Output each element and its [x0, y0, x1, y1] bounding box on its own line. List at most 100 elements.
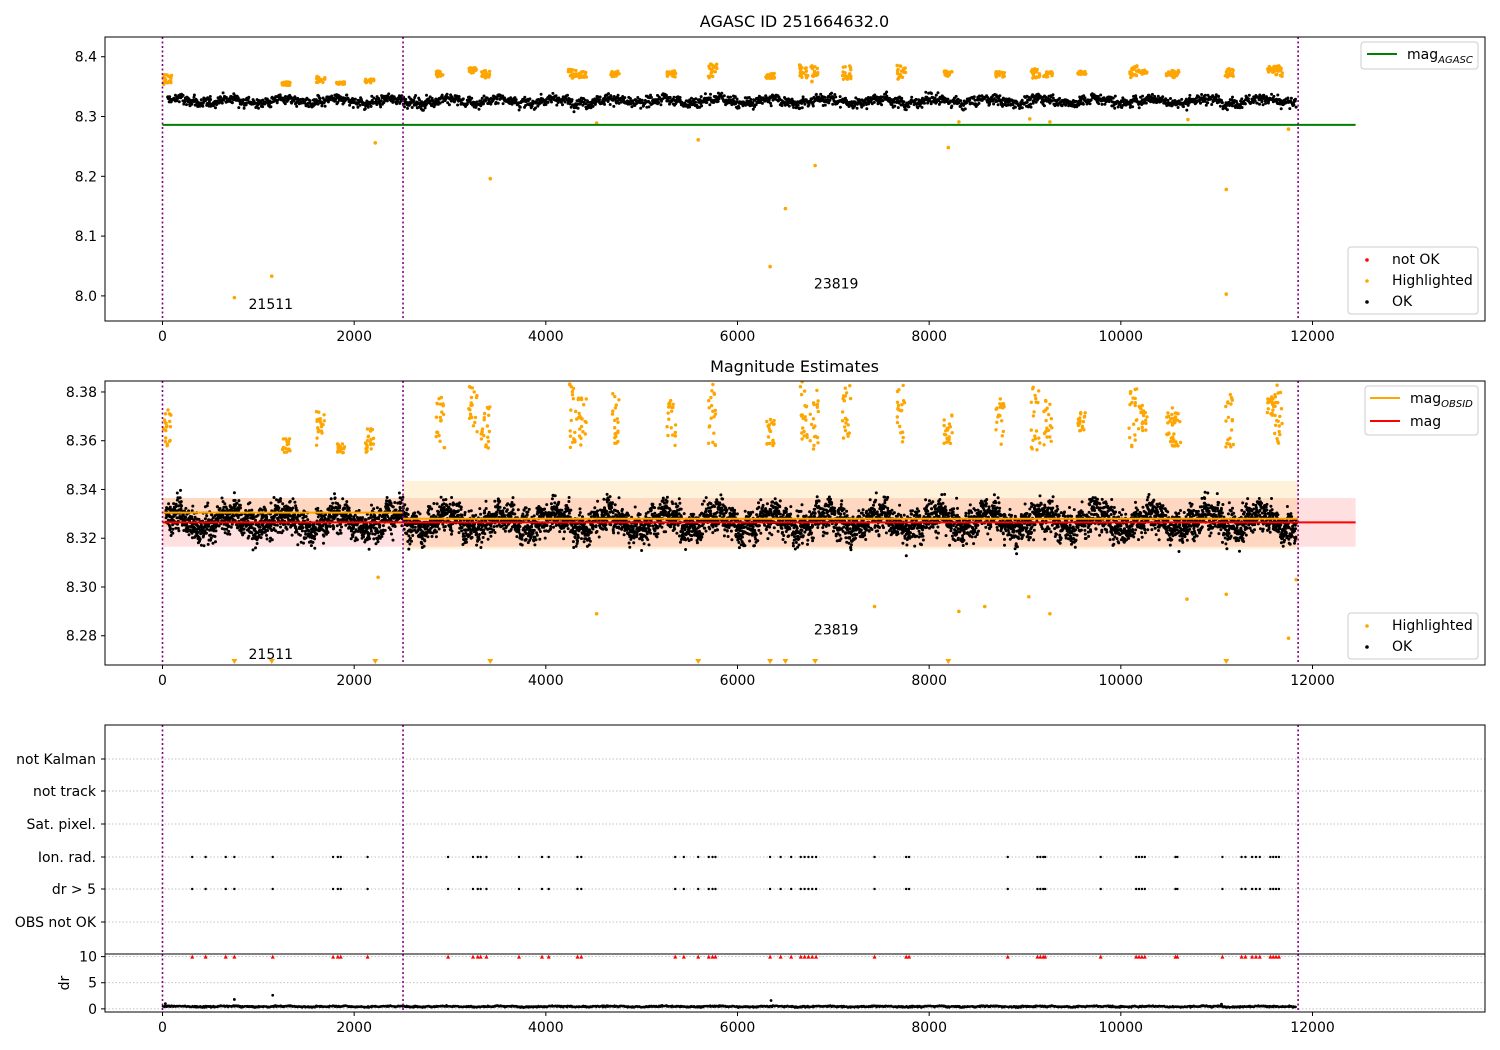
ok-point — [995, 99, 999, 103]
ok-point — [427, 512, 431, 516]
ok-point — [247, 534, 251, 538]
highlighted-point — [1174, 70, 1179, 75]
ok-point — [421, 108, 425, 112]
highlighted-point — [1002, 71, 1006, 75]
ok-point — [811, 104, 815, 108]
highlighted-point — [1279, 73, 1284, 78]
ok-point — [751, 101, 755, 105]
ok-point — [439, 495, 443, 499]
ok-point — [329, 497, 333, 501]
ok-point — [798, 106, 802, 110]
ok-point — [910, 95, 914, 99]
ok-point — [167, 502, 171, 506]
ok-point — [709, 92, 712, 96]
highlighted-point — [815, 66, 819, 71]
ok-point — [690, 96, 693, 100]
y-tick-label: 8.1 — [75, 229, 97, 245]
highlighted-point — [798, 74, 802, 78]
ok-point — [206, 501, 210, 505]
highlighted-point — [848, 64, 852, 68]
highlighted-point — [801, 71, 806, 75]
x-tick-label: 6000 — [720, 329, 756, 345]
ok-point — [229, 525, 233, 529]
ok-point — [406, 513, 410, 516]
ok-point — [787, 104, 791, 108]
ok-point — [1238, 106, 1242, 110]
ok-point — [201, 104, 205, 108]
ok-point — [332, 525, 336, 529]
highlighted-point — [165, 81, 169, 85]
ok-point — [237, 106, 241, 110]
ok-point — [1262, 93, 1266, 97]
ok-point — [694, 100, 697, 104]
ok-point — [1042, 104, 1046, 108]
ok-point — [460, 526, 464, 530]
ok-point — [199, 543, 203, 547]
ok-point — [389, 501, 393, 505]
ok-point — [357, 509, 361, 512]
ok-point — [374, 97, 378, 101]
ok-point — [1018, 106, 1022, 110]
highlighted-point — [280, 81, 284, 85]
ok-point — [608, 103, 612, 106]
ok-point — [1058, 96, 1062, 100]
ok-point — [213, 535, 217, 538]
ok-point — [244, 101, 248, 105]
highlighted-point — [163, 77, 168, 82]
highlighted-point — [715, 66, 719, 71]
ok-point — [358, 103, 362, 107]
y-tick-label: 8.3 — [75, 110, 97, 126]
highlighted-point — [898, 64, 902, 68]
ok-point — [396, 99, 400, 103]
ok-point — [419, 525, 423, 529]
ok-point — [356, 105, 360, 109]
highlighted-point — [769, 72, 773, 76]
x-tick-label: 2000 — [336, 329, 372, 345]
ok-point — [185, 103, 188, 107]
ok-point — [316, 515, 320, 519]
ok-point — [223, 531, 227, 535]
highlighted-point — [849, 68, 853, 72]
ok-point — [308, 524, 312, 528]
ok-point — [192, 518, 196, 522]
ok-point — [986, 100, 990, 104]
ok-point — [266, 529, 270, 532]
ok-point — [211, 516, 215, 520]
ok-point — [239, 506, 242, 510]
highlighted-point — [1130, 74, 1134, 78]
highlighted-point — [944, 69, 949, 74]
highlighted-point — [902, 66, 906, 71]
ok-point — [457, 531, 461, 535]
ok-point — [355, 538, 359, 542]
highlighted-point — [899, 74, 903, 79]
ok-point — [370, 94, 374, 98]
ok-point — [252, 516, 256, 520]
ok-point — [313, 534, 316, 538]
ok-point — [278, 499, 282, 503]
highlighted-point — [783, 206, 788, 211]
ok-point — [1261, 103, 1265, 107]
highlighted-point — [369, 81, 373, 85]
ok-point — [647, 105, 651, 109]
ok-point — [854, 96, 858, 100]
ok-point — [1074, 99, 1078, 103]
ok-point — [1060, 104, 1064, 108]
ok-point — [1180, 97, 1184, 101]
ok-point — [220, 496, 224, 500]
ok-point — [269, 501, 273, 505]
ok-point — [914, 97, 918, 101]
highlighted-point — [843, 65, 847, 69]
highlighted-point — [580, 75, 584, 79]
highlighted-point — [1286, 127, 1291, 131]
ok-point — [349, 514, 353, 518]
ok-point — [205, 527, 209, 531]
ok-point — [1240, 97, 1244, 101]
ok-point — [1206, 101, 1210, 105]
ok-point — [275, 498, 278, 502]
highlighted-point — [321, 80, 325, 85]
ok-point — [751, 107, 755, 111]
highlighted-point — [768, 264, 772, 269]
ok-point — [269, 105, 273, 109]
highlighted-point — [1137, 70, 1141, 74]
ok-point — [478, 533, 481, 536]
